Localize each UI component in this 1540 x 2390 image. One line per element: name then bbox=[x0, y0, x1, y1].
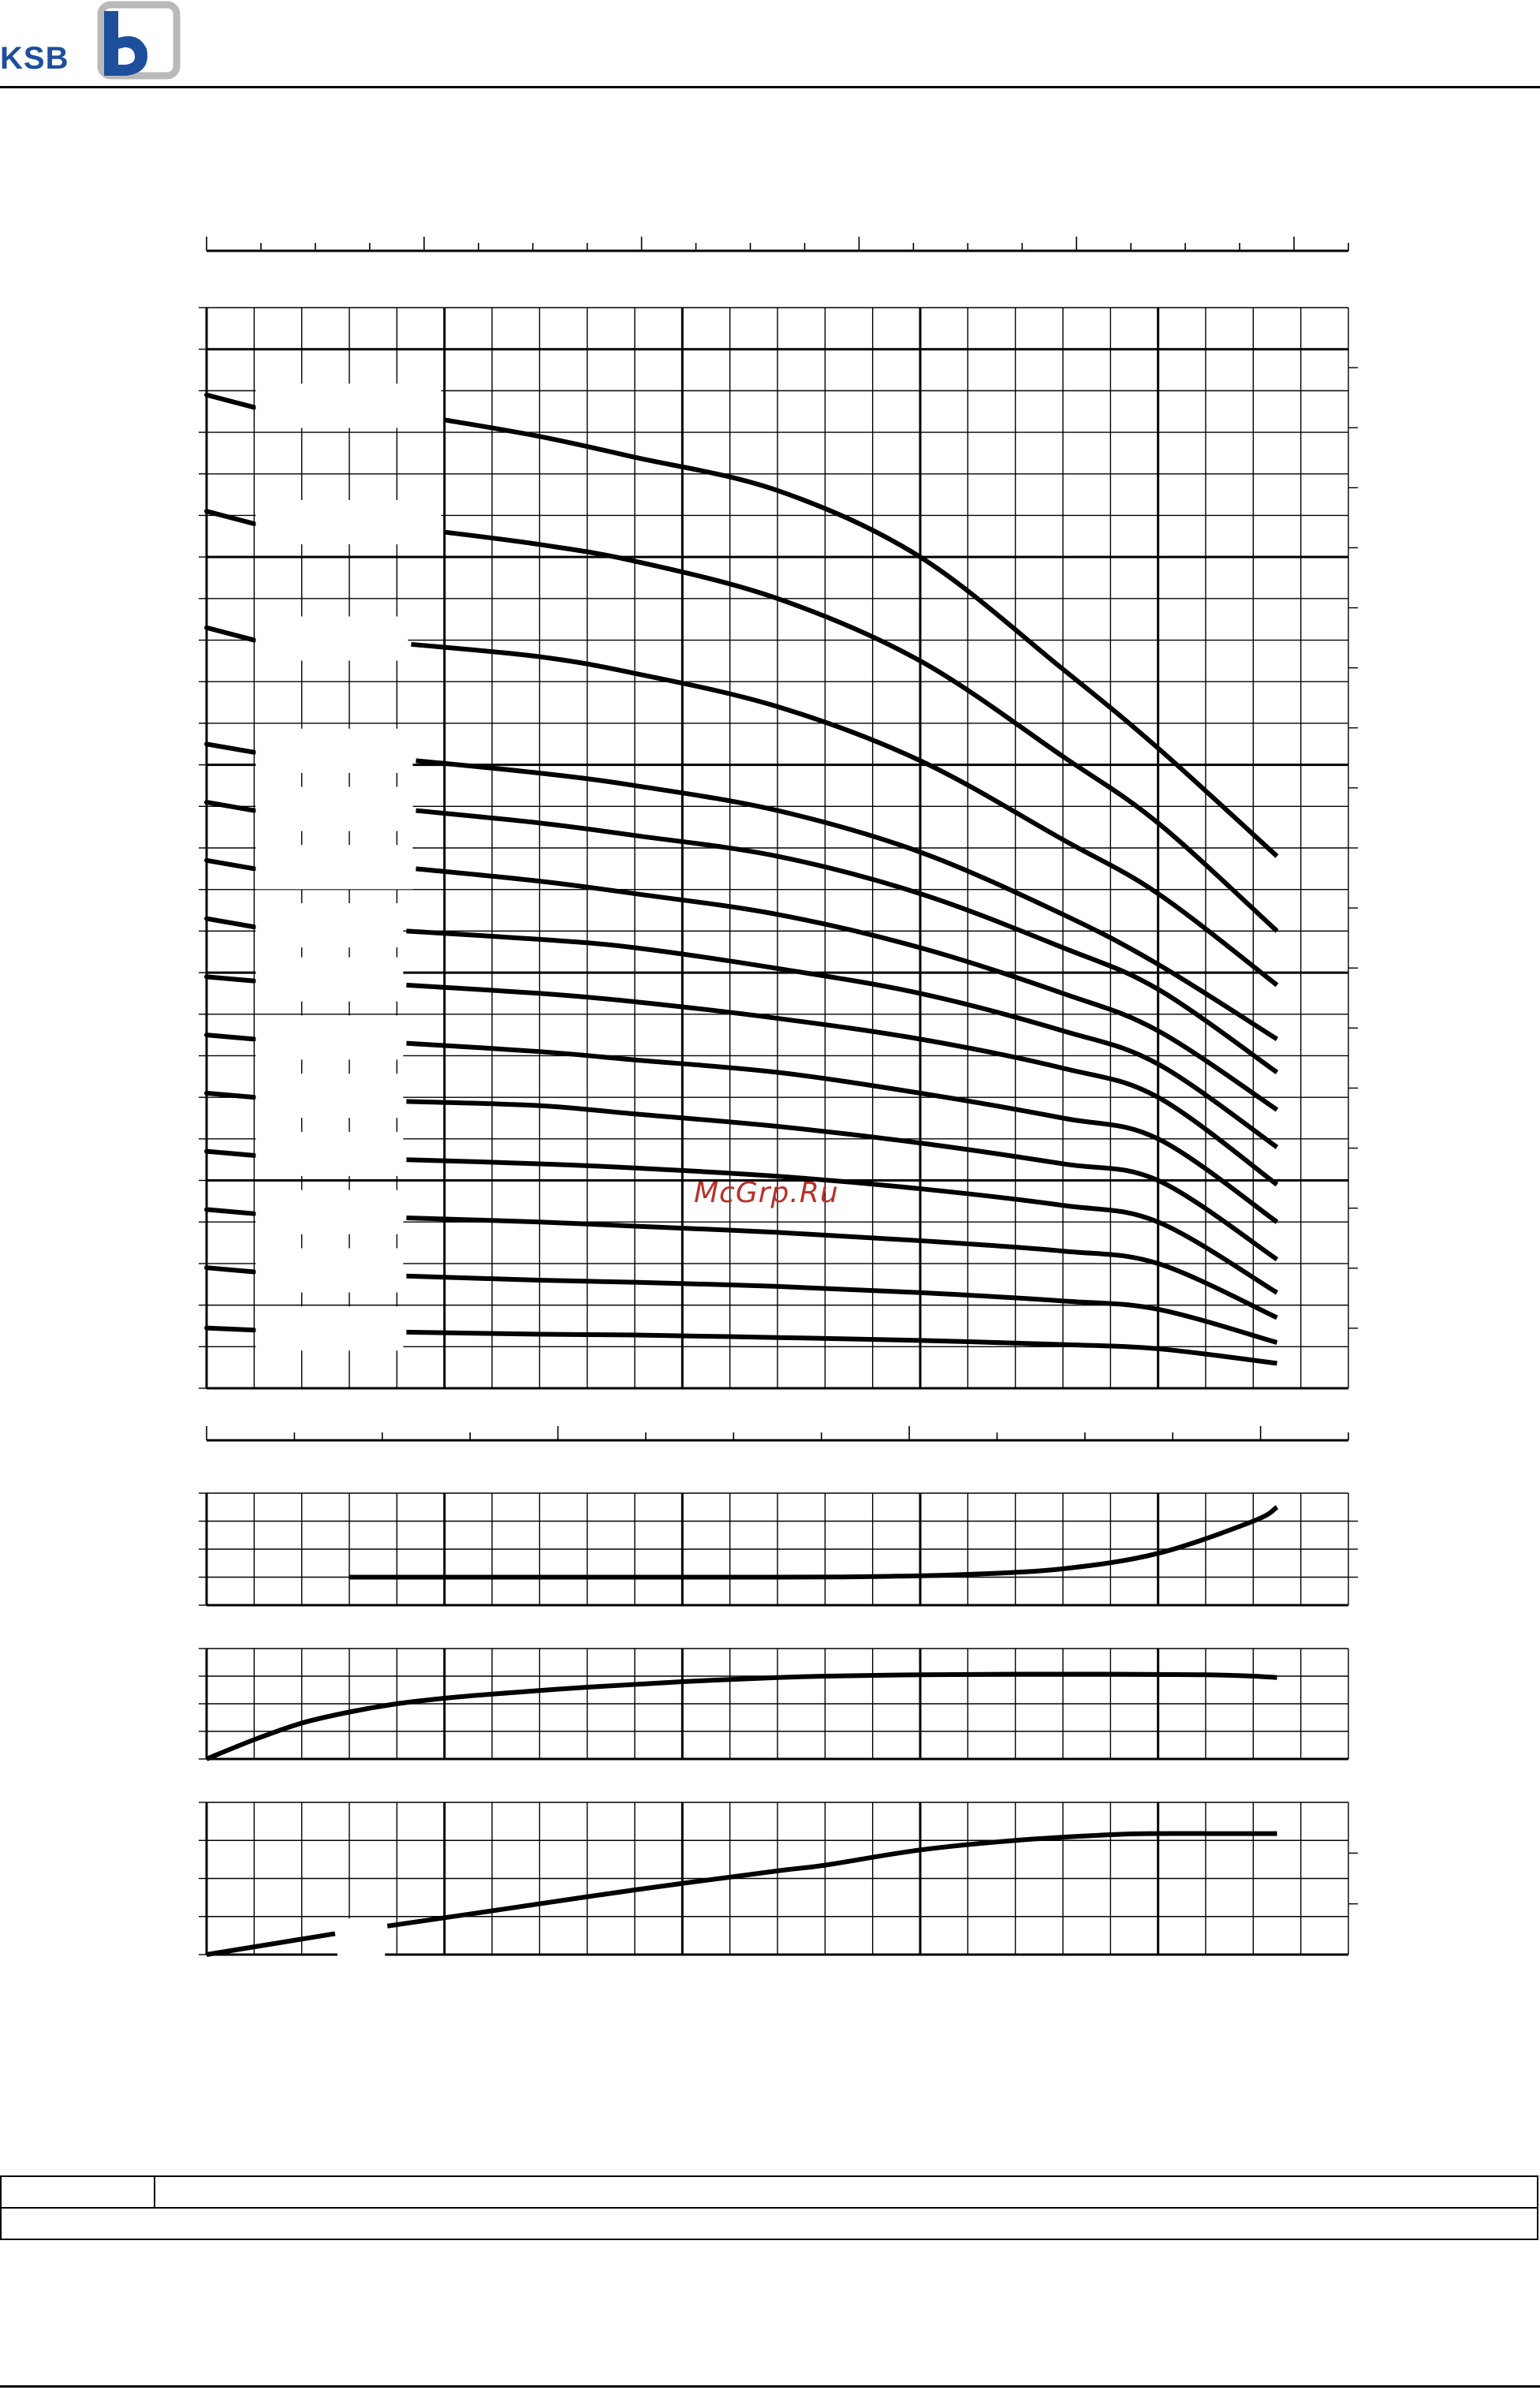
info-table-cell bbox=[2, 2177, 155, 2207]
curve-stub bbox=[204, 392, 257, 410]
curve-stub bbox=[204, 974, 257, 984]
info-table bbox=[0, 2175, 1538, 2240]
label-gap bbox=[255, 616, 408, 661]
curve-stub bbox=[204, 509, 257, 526]
ksb-logo-icon bbox=[97, 1, 181, 80]
curve-line bbox=[406, 982, 1279, 1187]
label-gap bbox=[255, 845, 413, 890]
curve-line bbox=[406, 1215, 1278, 1320]
curve-line bbox=[411, 641, 1279, 988]
curve-stub bbox=[204, 800, 257, 813]
curve-stub bbox=[204, 1148, 257, 1158]
curve-line bbox=[349, 1505, 1279, 1580]
curve-line bbox=[386, 1831, 1277, 1929]
curve-line bbox=[444, 417, 1279, 858]
label-gap bbox=[255, 1248, 404, 1293]
watermark: McGrp.Ru bbox=[694, 1177, 839, 1209]
curve-stub bbox=[204, 916, 257, 930]
label-gap bbox=[337, 1918, 386, 1959]
curve-stub bbox=[204, 625, 257, 643]
info-table-row-1 bbox=[2, 2177, 1537, 2209]
curve-stub bbox=[204, 1090, 257, 1100]
curve-line bbox=[406, 1099, 1279, 1262]
pump-curve-charts bbox=[199, 237, 1358, 1959]
label-gap bbox=[255, 1131, 404, 1176]
header-rule bbox=[0, 86, 1540, 88]
curve-stub bbox=[204, 1325, 257, 1333]
curve-line bbox=[406, 1329, 1277, 1366]
label-gap bbox=[255, 1189, 404, 1234]
curve-line bbox=[416, 758, 1279, 1041]
label-gap bbox=[255, 1306, 404, 1351]
footer-rule bbox=[0, 2385, 1540, 2388]
curve-stub bbox=[204, 1265, 257, 1275]
curve-line bbox=[406, 1273, 1278, 1345]
curve-stub bbox=[204, 741, 257, 755]
curve-line bbox=[444, 529, 1279, 933]
label-gap bbox=[255, 383, 442, 428]
curve-line bbox=[206, 1931, 336, 1957]
label-gap bbox=[255, 500, 442, 544]
label-gap bbox=[255, 1074, 404, 1118]
curve-line bbox=[205, 1671, 1277, 1761]
label-gap bbox=[255, 728, 413, 773]
curve-stub bbox=[204, 1207, 257, 1216]
label-gap bbox=[255, 1015, 404, 1060]
ksb-logo: KSB bbox=[0, 0, 189, 87]
label-gap bbox=[255, 903, 404, 948]
label-gap bbox=[255, 786, 413, 831]
curve-line bbox=[416, 808, 1279, 1074]
label-gap bbox=[255, 957, 404, 1002]
curve-line bbox=[406, 1157, 1279, 1295]
curve-line bbox=[406, 928, 1279, 1149]
logo-text: KSB bbox=[0, 41, 69, 76]
curve-line bbox=[416, 866, 1279, 1112]
curve-line bbox=[406, 1040, 1279, 1224]
curve-stub bbox=[204, 857, 257, 872]
curve-stub bbox=[204, 1033, 257, 1042]
